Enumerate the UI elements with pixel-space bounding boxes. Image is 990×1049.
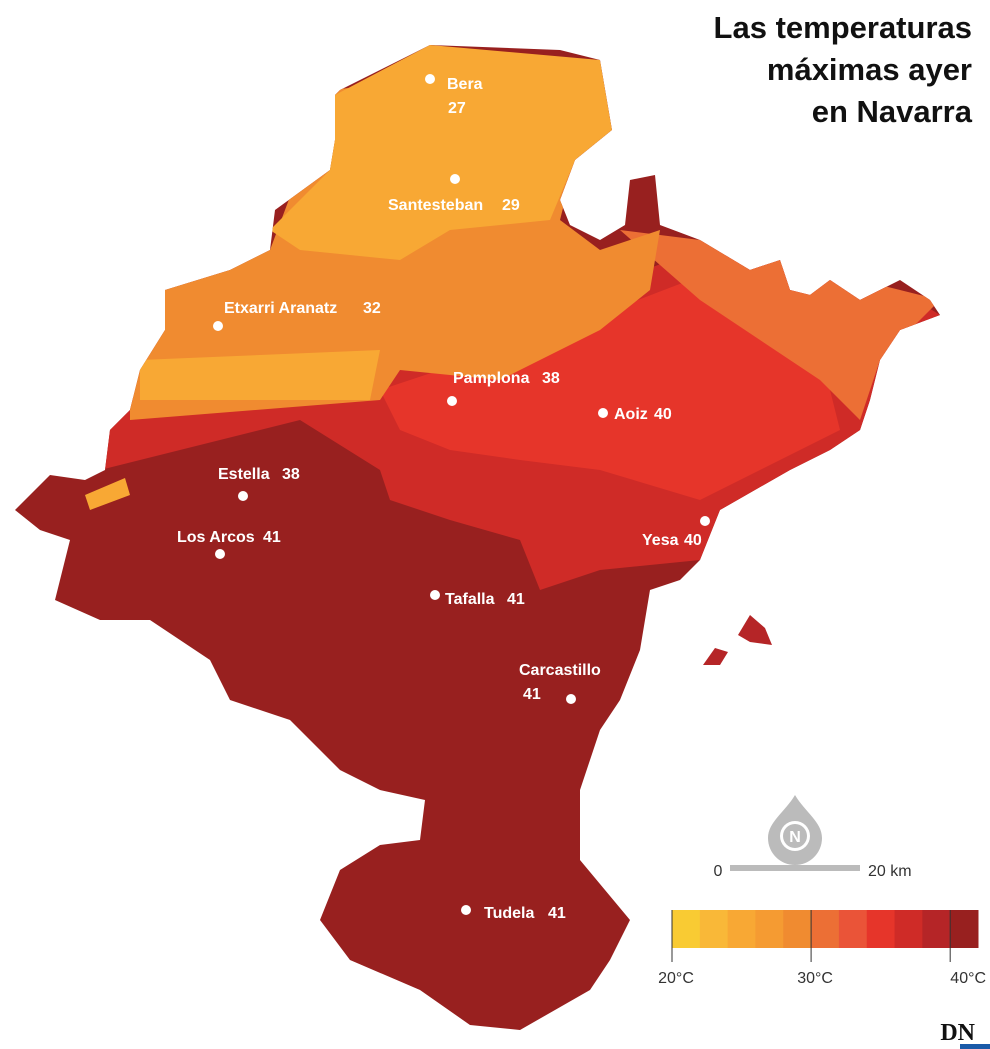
zone-35: [620, 230, 940, 420]
zone-39: [380, 280, 840, 500]
city: Bera 27: [425, 74, 483, 117]
city-name: Estella: [218, 466, 270, 483]
city-temperature: 32: [363, 300, 381, 317]
legend: 20°C 30°C 40°C: [658, 910, 986, 987]
legend-label: 30°C: [797, 970, 833, 987]
city-dot: [566, 694, 576, 704]
city-temperature: 41: [263, 529, 281, 546]
city-temperature: 41: [523, 686, 541, 703]
legend-swatch: [866, 910, 896, 948]
city-temperature: 38: [542, 370, 560, 387]
legend-swatch: [672, 910, 701, 948]
legend-swatch: [811, 910, 840, 948]
title-line: máximas ayer: [767, 52, 972, 87]
zone-28: [270, 45, 612, 260]
city-dot: [425, 74, 435, 84]
city-temperature: 27: [448, 100, 466, 117]
legend-swatch: [922, 910, 951, 948]
city-temperature: 38: [282, 466, 300, 483]
city: Tudela 41: [461, 905, 566, 922]
city-name: Yesa: [642, 532, 679, 549]
city-name: Pamplona: [453, 370, 530, 387]
scale-start: 0: [714, 863, 723, 880]
city-temperature: 40: [684, 532, 702, 549]
city-temperature: 41: [548, 905, 566, 922]
logo: DN: [940, 1020, 990, 1049]
city: Santesteban 29: [388, 174, 520, 214]
city-name: Aoiz: [614, 406, 648, 423]
title-line: en Navarra: [812, 94, 973, 129]
title: Las temperaturas máximas ayer en Navarra: [714, 10, 973, 129]
city-name: Bera: [447, 76, 483, 93]
legend-swatch: [699, 910, 729, 948]
city-dot: [215, 549, 225, 559]
city-name: Etxarri Aranatz: [224, 300, 337, 317]
city-dot: [238, 491, 248, 501]
city-temperature: 40: [654, 406, 672, 423]
city-dot: [461, 905, 471, 915]
enclave: [738, 615, 772, 645]
city-temperature: 29: [502, 197, 520, 214]
zone-30b: [85, 478, 130, 510]
city: Etxarri Aranatz 32: [213, 300, 381, 331]
legend-swatch: [950, 910, 979, 948]
enclave: [703, 648, 728, 665]
scale-bar: 0 20 km: [714, 863, 912, 880]
legend-swatch: [783, 910, 812, 948]
cities: Bera 27 Santesteban 29 Etxarri Aranatz 32 Pamp…: [177, 74, 710, 922]
city-temperature: 41: [507, 591, 525, 608]
legend-label: 20°C: [658, 970, 694, 987]
city-name: Santesteban: [388, 197, 483, 214]
legend-swatch: [755, 910, 784, 948]
legend-swatch: [838, 910, 868, 948]
legend-swatch: [894, 910, 923, 948]
compass: N: [768, 795, 822, 865]
title-line: Las temperaturas: [714, 10, 972, 45]
scale-end: 20 km: [868, 863, 912, 880]
city-dot: [700, 516, 710, 526]
city: Yesa 40: [642, 516, 710, 549]
city: Los Arcos 41: [177, 529, 281, 559]
legend-swatch: [727, 910, 756, 948]
city-dot: [598, 408, 608, 418]
logo-text: DN: [940, 1020, 975, 1046]
city: Aoiz 40: [598, 406, 672, 423]
city-dot: [450, 174, 460, 184]
city-name: Los Arcos: [177, 529, 255, 546]
zone-30: [140, 350, 380, 400]
city: Estella 38: [218, 466, 300, 501]
city-dot: [430, 590, 440, 600]
city-name: Tudela: [484, 905, 534, 922]
city-dot: [447, 396, 457, 406]
city-dot: [213, 321, 223, 331]
city: Tafalla 41: [430, 590, 525, 608]
city-name: Tafalla: [445, 591, 495, 608]
city: Pamplona 38: [447, 370, 560, 406]
legend-label: 40°C: [950, 970, 986, 987]
city-name: Carcastillo: [519, 662, 601, 679]
compass-label: N: [789, 829, 801, 846]
city: Carcastillo 41: [519, 662, 601, 704]
